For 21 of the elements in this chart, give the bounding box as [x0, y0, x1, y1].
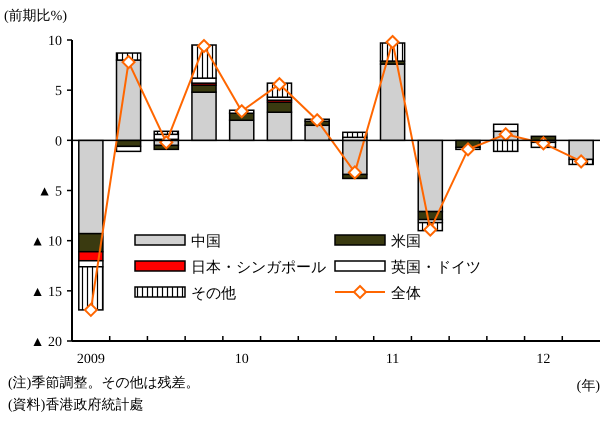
y-tick-label: 5	[55, 84, 62, 100]
legend-label: その他	[191, 285, 236, 302]
y-tick-label: ▲ 5	[38, 184, 62, 200]
x-axis-title: (年)	[576, 378, 600, 394]
y-tick-label: ▲ 20	[30, 335, 62, 350]
legend-label: 日本・シンガポール	[191, 259, 326, 276]
x-tick-label: 11	[386, 352, 400, 367]
legend-label: 全体	[391, 285, 421, 302]
x-tick-label: 12	[536, 352, 550, 367]
text: (注)季節調整。その他は残差。	[8, 375, 200, 391]
y-tick-label: 10	[48, 34, 62, 49]
y-tick-label: ▲ 10	[30, 234, 62, 250]
x-tick-label: 2009	[76, 352, 105, 367]
legend-label: 中国	[191, 233, 221, 250]
y-axis-title: (前期比%)	[4, 8, 68, 24]
x-tick-label: 10	[234, 352, 249, 367]
legend-label: 米国	[391, 233, 421, 250]
legend-label: 英国・ドイツ	[391, 259, 481, 276]
y-tick-label: 0	[55, 134, 62, 150]
text: (資料)香港政府統計處	[8, 397, 144, 413]
y-tick-label: ▲ 15	[30, 284, 62, 300]
